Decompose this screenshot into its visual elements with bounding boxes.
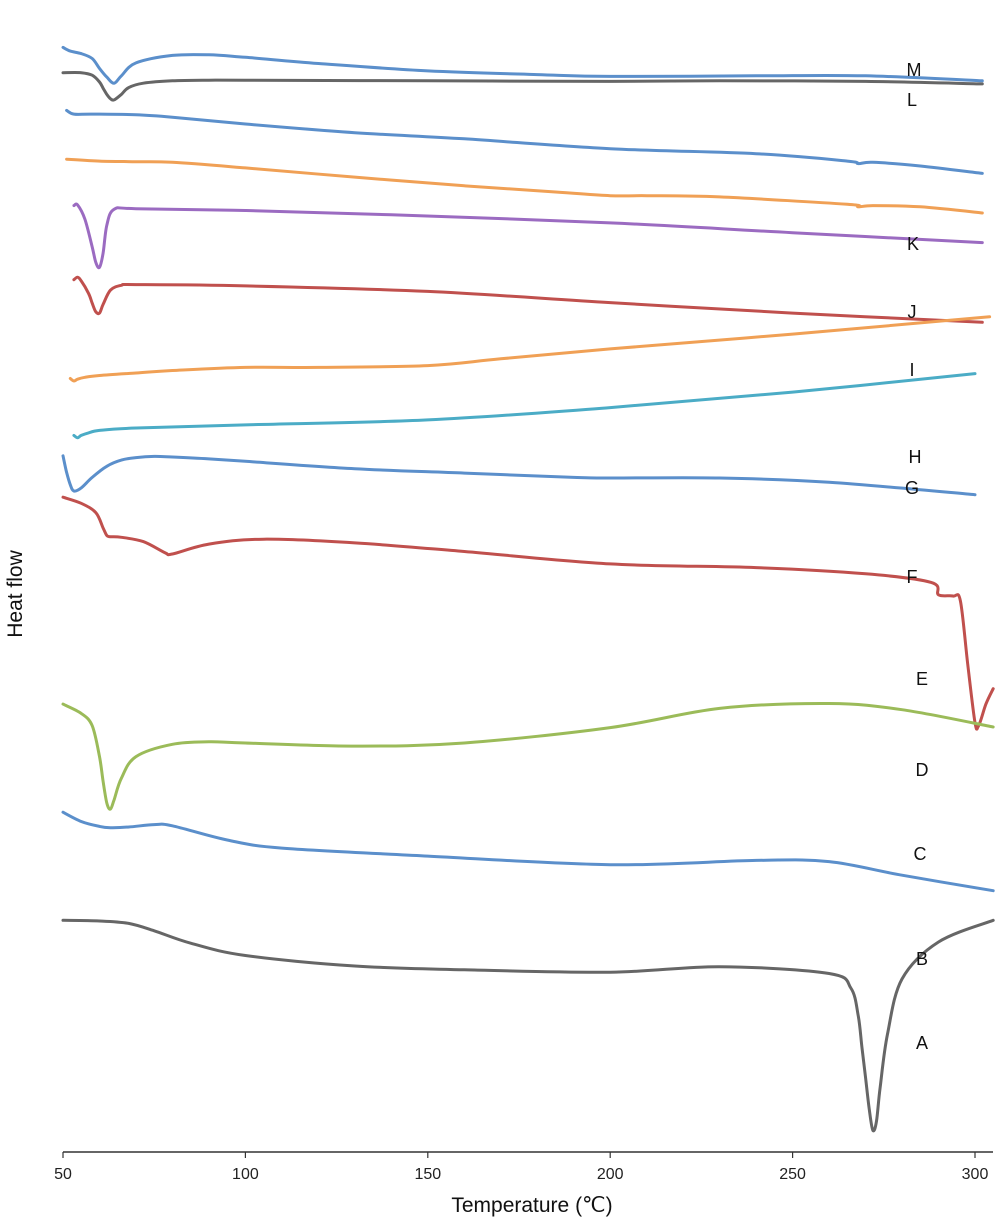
series-line-m [61, 45, 984, 85]
series-label-f: F [907, 567, 918, 587]
series-line-l [61, 71, 984, 102]
curve-labels-group: ML K J I HG F E D C B A [905, 60, 929, 1053]
series-label-c: C [914, 844, 927, 864]
series-label-a: A [916, 1033, 928, 1053]
series-line-d [61, 495, 995, 731]
series-label-m: M [907, 60, 922, 80]
series-line-g [68, 315, 992, 383]
x-tick-label: 250 [779, 1166, 806, 1183]
series-line-a [61, 918, 995, 1133]
series-line-j [65, 157, 984, 215]
series-line-e [61, 454, 977, 497]
series-label-d: D [916, 760, 929, 780]
series-label-i: I [909, 360, 914, 380]
series-line-k [65, 108, 984, 175]
x-tick-label: 50 [54, 1166, 72, 1183]
series-label-h: H [909, 447, 922, 467]
series-line-i [72, 202, 984, 270]
x-tick-label: 300 [962, 1166, 989, 1183]
series-label-e: E [916, 669, 928, 689]
series-label-k: K [907, 234, 919, 254]
series-label-l: L [907, 90, 917, 110]
x-tick-label: 200 [597, 1166, 624, 1183]
y-axis-title: Heat flow [4, 549, 27, 637]
x-axis-ticks: 50 100 150 200 250 300 [54, 1152, 988, 1183]
series-label-j: J [908, 302, 917, 322]
x-axis-title: Temperature (℃) [451, 1194, 612, 1217]
series-label-b: B [916, 949, 928, 969]
series-line-h [72, 275, 984, 324]
x-tick-label: 150 [414, 1166, 441, 1183]
curves-group [61, 45, 995, 1133]
series-line-b [61, 810, 995, 893]
series-line-f [72, 372, 977, 440]
series-line-c [61, 701, 995, 811]
series-label-g: G [905, 478, 919, 498]
x-tick-label: 100 [232, 1166, 259, 1183]
